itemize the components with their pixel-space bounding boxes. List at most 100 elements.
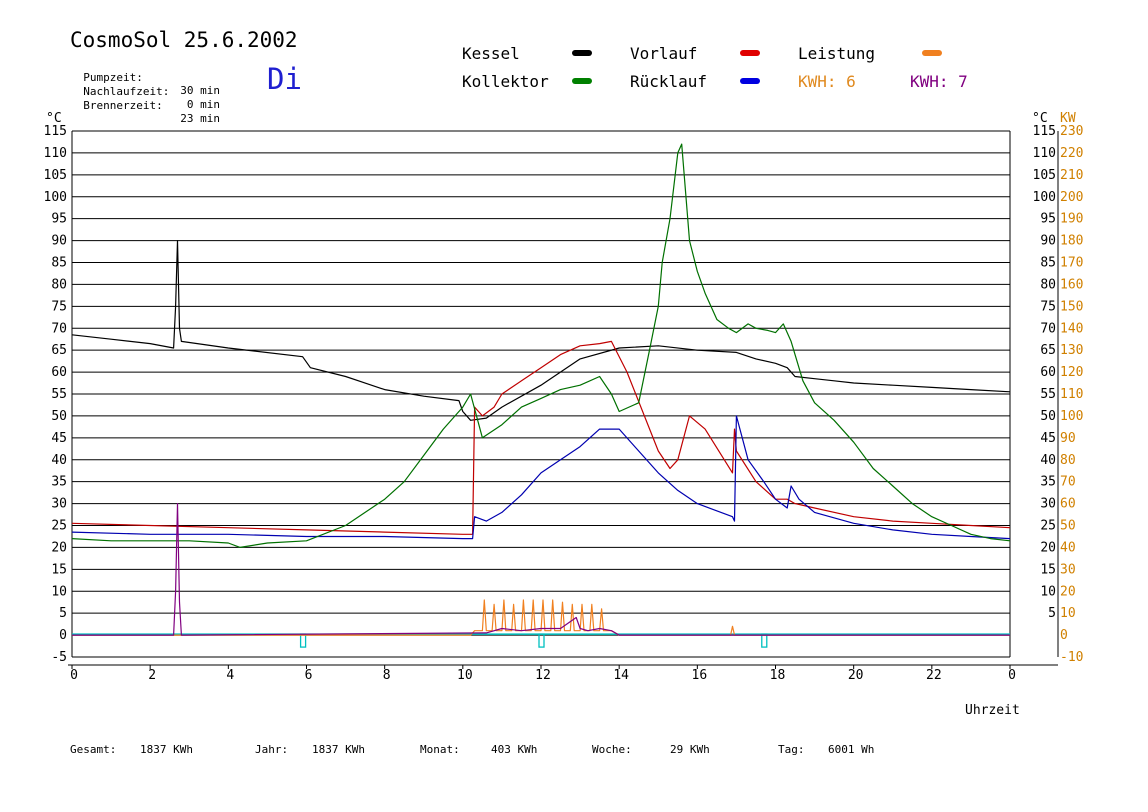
y-right-tick-label: 55 — [1040, 387, 1056, 402]
y-tick-label: 25 — [51, 519, 67, 534]
y-tick-label: 5 — [59, 606, 67, 621]
x-tick-label: 18 — [770, 668, 786, 683]
series-ruecklauf — [71, 415, 1011, 540]
power-tick-label: 10 — [1060, 606, 1076, 621]
y-right-tick-label: 75 — [1040, 299, 1056, 314]
legend-kessel: Kessel — [462, 44, 520, 63]
burner-time-value: 23 min — [180, 112, 220, 125]
legend-vorlauf: Vorlauf — [630, 44, 698, 63]
power-axis-label: KW — [1060, 111, 1076, 126]
footer-day-value: 6001 Wh — [828, 743, 875, 756]
x-tick-label: 12 — [535, 668, 551, 683]
y-tick-label: 40 — [51, 453, 67, 468]
power-tick-label: 210 — [1060, 168, 1083, 183]
legend-kwh-purple: KWH: 7 — [910, 72, 968, 91]
legend-ruecklauf: Rücklauf — [630, 72, 708, 91]
y-tick-label: 30 — [51, 497, 67, 512]
footer-week-value: 29 KWh — [670, 743, 710, 756]
y-tick-label: 45 — [51, 431, 67, 446]
x-tick-label: 14 — [613, 668, 629, 683]
pump-time-value: 30 min — [180, 84, 220, 97]
power-tick-label: 120 — [1060, 365, 1083, 380]
power-tick-label: 150 — [1060, 299, 1083, 314]
y-tick-label: 95 — [51, 212, 67, 227]
footer-day-label: Tag: — [778, 743, 805, 756]
power-tick-label: 220 — [1060, 146, 1083, 161]
weekday-label: Di — [267, 62, 302, 96]
x-tick-label: 4 — [226, 668, 234, 683]
x-tick-label: 10 — [457, 668, 473, 683]
power-tick-label: 80 — [1060, 453, 1076, 468]
footer-month-label: Monat: — [420, 743, 460, 756]
footer-year-value: 1837 KWh — [312, 743, 365, 756]
x-tick-label: 8 — [383, 668, 391, 683]
x-tick-label: 22 — [926, 668, 942, 683]
time-marker — [761, 633, 768, 648]
burner-time-label: Brennerzeit: — [83, 99, 163, 112]
power-tick-label: -10 — [1060, 650, 1083, 665]
y-tick-label: 100 — [44, 190, 67, 205]
power-tick-label: 180 — [1060, 234, 1083, 249]
footer-total-value: 1837 KWh — [140, 743, 193, 756]
y-right-tick-label: 105 — [1033, 168, 1056, 183]
afterrun-time-label: Nachlaufzeit: — [83, 85, 170, 98]
power-tick-label: 140 — [1060, 321, 1083, 336]
y-right-tick-label: 80 — [1040, 277, 1056, 292]
y-tick-label: 85 — [51, 256, 67, 271]
x-tick-label: 16 — [692, 668, 708, 683]
y-tick-label: 105 — [44, 168, 67, 183]
y-right-tick-label: 10 — [1040, 584, 1056, 599]
y-right-tick-label: 110 — [1033, 146, 1056, 161]
series-lines — [71, 143, 1011, 648]
axis-ticks: 1151101051009590858075706560555045403530… — [44, 124, 1084, 683]
x-tick-label: 0 — [70, 668, 78, 683]
power-tick-label: 0 — [1060, 628, 1068, 643]
chart-title: CosmoSol 25.6.2002 — [70, 28, 298, 52]
y-tick-label: 70 — [51, 321, 67, 336]
y-tick-label: 0 — [59, 628, 67, 643]
y-right-tick-label: 30 — [1040, 497, 1056, 512]
series-kessel — [71, 240, 1011, 421]
x-tick-label: 2 — [148, 668, 156, 683]
power-tick-label: 160 — [1060, 277, 1083, 292]
y-right-tick-label: 115 — [1033, 124, 1056, 139]
y-tick-label: 10 — [51, 584, 67, 599]
power-tick-label: 110 — [1060, 387, 1083, 402]
power-tick-label: 130 — [1060, 343, 1083, 358]
time-marker — [299, 633, 307, 648]
y-right-tick-label: 35 — [1040, 475, 1056, 490]
y-tick-label: 35 — [51, 475, 67, 490]
x-axis-label: Uhrzeit — [965, 703, 1020, 718]
y-tick-label: 60 — [51, 365, 67, 380]
y-tick-label: 50 — [51, 409, 67, 424]
power-tick-label: 200 — [1060, 190, 1083, 205]
y-tick-label: 55 — [51, 387, 67, 402]
power-tick-label: 190 — [1060, 212, 1083, 227]
power-tick-label: 60 — [1060, 497, 1076, 512]
pump-time-label: Pumpzeit: — [83, 71, 143, 84]
power-tick-label: 20 — [1060, 584, 1076, 599]
series-purple — [72, 503, 1010, 636]
legend-kollektor-swatch — [572, 78, 592, 84]
x-tick-label: 6 — [305, 668, 313, 683]
y-right-tick-label: 50 — [1040, 409, 1056, 424]
y-right-tick-label: 20 — [1040, 540, 1056, 555]
y-tick-label: 15 — [51, 562, 67, 577]
x-tick-label: 20 — [848, 668, 864, 683]
y-tick-label: 80 — [51, 277, 67, 292]
y-right-tick-label: 90 — [1040, 234, 1056, 249]
y-right-tick-label: 5 — [1048, 606, 1056, 621]
y-right-tick-label: 60 — [1040, 365, 1056, 380]
footer-week-label: Woche: — [592, 743, 632, 756]
y-right-tick-label: 40 — [1040, 453, 1056, 468]
afterrun-time-row: Nachlaufzeit: 0 min — [70, 72, 220, 111]
y-tick-label: -5 — [51, 650, 67, 665]
footer-month-value: 403 KWh — [491, 743, 538, 756]
y-right-tick-label: 85 — [1040, 256, 1056, 271]
y-right-tick-label: 65 — [1040, 343, 1056, 358]
power-tick-label: 50 — [1060, 519, 1076, 534]
y-axis-left-label: °C — [46, 111, 62, 126]
y-tick-label: 20 — [51, 540, 67, 555]
y-axis-right-label: °C — [1032, 111, 1048, 126]
